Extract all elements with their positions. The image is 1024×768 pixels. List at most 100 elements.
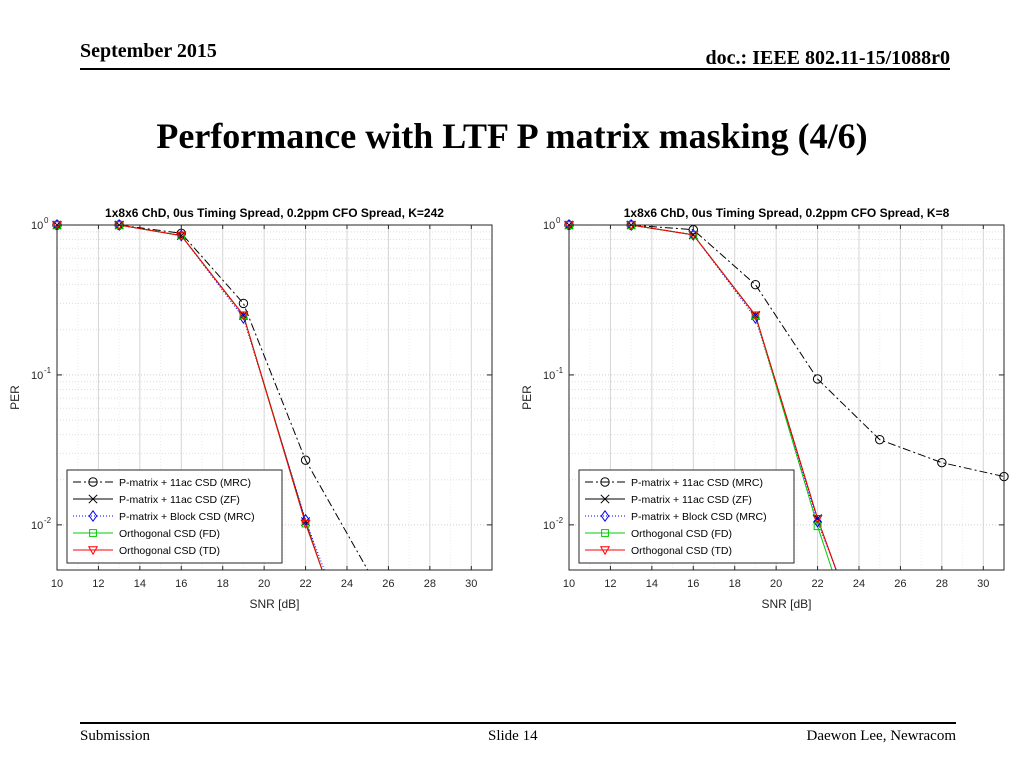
x-axis-label: SNR [dB] — [249, 597, 299, 611]
legend-marker-0 — [600, 477, 610, 487]
markers-group — [51, 218, 311, 529]
legend-label-1: P-matrix + 11ac CSD (ZF) — [119, 494, 240, 506]
legend-marker-4 — [87, 546, 99, 556]
legend-label-3: Orthogonal CSD (FD) — [119, 528, 220, 540]
data-point-4 — [750, 311, 761, 321]
series-line-0 — [569, 225, 1004, 478]
y-tick-label: 10 — [543, 220, 555, 232]
chart-title: 1x8x6 ChD, 0us Timing Spread, 0.2ppm CFO… — [105, 206, 444, 220]
data-point-0 — [937, 457, 947, 468]
x-tick-label: 30 — [465, 578, 477, 590]
x-tick-label: 20 — [770, 578, 782, 590]
x-tick-label: 14 — [646, 578, 658, 590]
legend-label-0: P-matrix + 11ac CSD (MRC) — [119, 477, 251, 489]
legend-marker-3 — [601, 529, 609, 537]
x-tick-label: 18 — [729, 578, 741, 590]
data-point-2 — [751, 311, 760, 324]
x-tick-label: 10 — [51, 578, 63, 590]
legend-label-4: Orthogonal CSD (TD) — [119, 545, 220, 557]
x-tick-label: 26 — [894, 578, 906, 590]
slide-title: Performance with LTF P matrix masking (4… — [156, 116, 868, 156]
data-point-4 — [300, 519, 311, 529]
y-tick-label: 10 — [31, 520, 43, 532]
data-point-0 — [812, 374, 823, 384]
y-tick-label: 10 — [543, 520, 555, 532]
y-axis-label: PER — [8, 385, 22, 410]
legend-label-2: P-matrix + Block CSD (MRC) — [119, 511, 255, 523]
legend-marker-2 — [88, 509, 98, 523]
series-line-4 — [57, 225, 323, 570]
data-point-4 — [176, 231, 187, 241]
header-rule — [80, 68, 950, 70]
x-tick-label: 30 — [977, 578, 989, 590]
x-tick-label: 22 — [811, 578, 823, 590]
data-point-0 — [238, 298, 249, 309]
footer-submission: Submission — [80, 728, 151, 744]
y-tick-exponent: -2 — [556, 516, 564, 525]
series-line-0 — [57, 225, 369, 570]
footer-slide-number: Slide 14 — [488, 728, 538, 744]
axes-box — [56, 224, 493, 571]
data-point-4 — [812, 514, 823, 524]
data-point-0 — [750, 279, 761, 290]
legend-marker-1 — [600, 494, 610, 504]
footer-author: Daewon Lee, Newracom — [806, 728, 956, 744]
data-point-0 — [300, 455, 311, 465]
x-tick-label: 16 — [175, 578, 187, 590]
x-tick-label: 28 — [424, 578, 436, 590]
footer-rule — [80, 722, 956, 724]
series-group — [57, 225, 369, 570]
x-tick-label: 28 — [936, 578, 948, 590]
header-doc-id: doc.: IEEE 802.11-15/1088r0 — [705, 47, 950, 69]
data-point-2 — [239, 311, 248, 324]
legend-box — [578, 469, 795, 564]
y-tick-exponent: -1 — [556, 366, 564, 375]
legend-label-2: P-matrix + Block CSD (MRC) — [631, 511, 767, 523]
header-date: September 2015 — [80, 40, 217, 62]
data-point-2 — [813, 515, 822, 528]
x-tick-label: 24 — [853, 578, 865, 590]
y-axis-label: PER — [520, 385, 534, 410]
y-tick-exponent: 0 — [44, 216, 49, 225]
data-point-4 — [238, 311, 249, 321]
legend-marker-3 — [89, 529, 97, 537]
y-tick-exponent: 0 — [556, 216, 561, 225]
x-tick-label: 12 — [604, 578, 616, 590]
y-tick-label: 10 — [31, 220, 43, 232]
grid — [569, 224, 1005, 570]
axes-box — [568, 224, 1005, 571]
legend-label-4: Orthogonal CSD (TD) — [631, 545, 732, 557]
legend-label-1: P-matrix + 11ac CSD (ZF) — [631, 494, 752, 506]
x-tick-label: 20 — [258, 578, 270, 590]
y-tick-exponent: -2 — [44, 516, 52, 525]
x-axis-label: SNR [dB] — [761, 597, 811, 611]
per-chart-k242: 10 12 14 16 18 20 22 24 26 28 30 10 0 10 -1 10 -2 1x8x6 C… — [2, 200, 502, 630]
legend-box — [66, 469, 283, 564]
data-point-0 — [875, 434, 885, 445]
x-tick-label: 18 — [217, 578, 229, 590]
legend: P-matrix + 11ac CSD (MRC) P-matrix + 11ac… — [66, 469, 283, 564]
data-point-2 — [301, 513, 310, 526]
x-tick-label: 24 — [341, 578, 353, 590]
x-tick-label: 26 — [382, 578, 394, 590]
chart-title: 1x8x6 ChD, 0us Timing Spread, 0.2ppm CFO… — [624, 206, 950, 220]
y-tick-exponent: -1 — [44, 366, 52, 375]
y-tick-label: 10 — [31, 370, 43, 382]
legend: P-matrix + 11ac CSD (MRC) P-matrix + 11ac… — [578, 469, 795, 564]
x-tick-label: 16 — [687, 578, 699, 590]
per-chart-k8: 10 12 14 16 18 20 22 24 26 28 30 10 0 10 -1 10 -2 1x8x6 C… — [514, 200, 1014, 630]
x-tick-label: 12 — [92, 578, 104, 590]
legend-label-0: P-matrix + 11ac CSD (MRC) — [631, 477, 763, 489]
x-tick-label: 22 — [299, 578, 311, 590]
legend-marker-0 — [88, 477, 98, 487]
legend-marker-2 — [600, 509, 610, 523]
x-tick-label: 10 — [563, 578, 575, 590]
y-tick-label: 10 — [543, 370, 555, 382]
legend-marker-1 — [88, 494, 98, 504]
data-point-4 — [688, 231, 699, 241]
legend-label-3: Orthogonal CSD (FD) — [631, 528, 732, 540]
x-tick-label: 14 — [134, 578, 146, 590]
legend-marker-4 — [599, 546, 611, 556]
